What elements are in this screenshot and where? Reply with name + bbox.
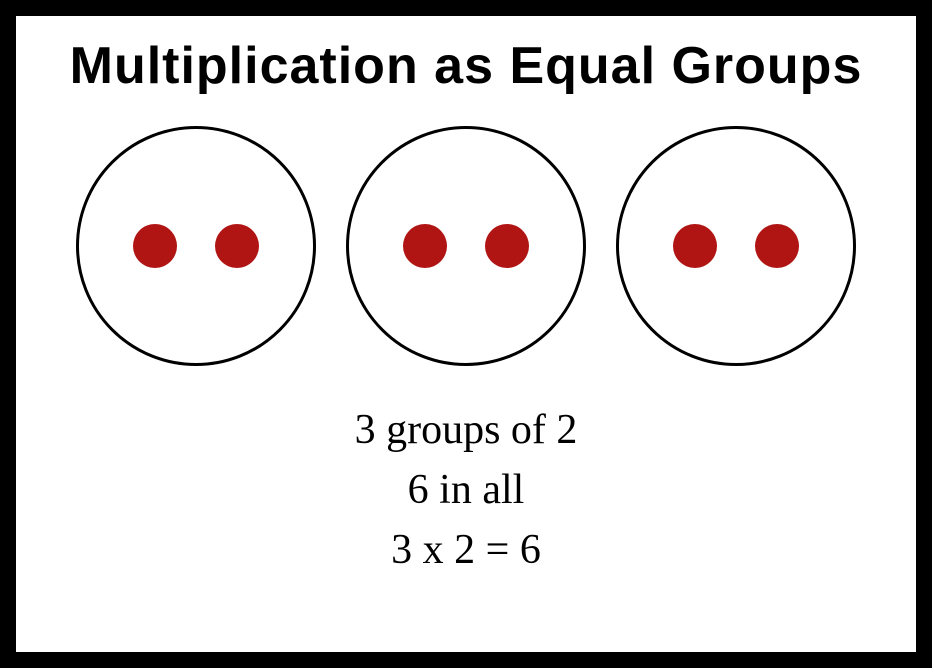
groups-diagram — [76, 126, 856, 366]
dot-icon — [215, 224, 259, 268]
dot-icon — [485, 224, 529, 268]
page-title: Multiplication as Equal Groups — [70, 36, 863, 96]
dot-icon — [673, 224, 717, 268]
group-circle — [616, 126, 856, 366]
dot-icon — [403, 224, 447, 268]
caption-block: 3 groups of 2 6 in all 3 x 2 = 6 — [355, 406, 578, 574]
group-circle — [346, 126, 586, 366]
group-circle — [76, 126, 316, 366]
dot-icon — [133, 224, 177, 268]
caption-total: 6 in all — [408, 466, 525, 514]
caption-groups-of: 3 groups of 2 — [355, 406, 578, 454]
dot-icon — [755, 224, 799, 268]
poster-card: Multiplication as Equal Groups 3 groups … — [16, 16, 916, 652]
caption-equation: 3 x 2 = 6 — [391, 526, 541, 574]
